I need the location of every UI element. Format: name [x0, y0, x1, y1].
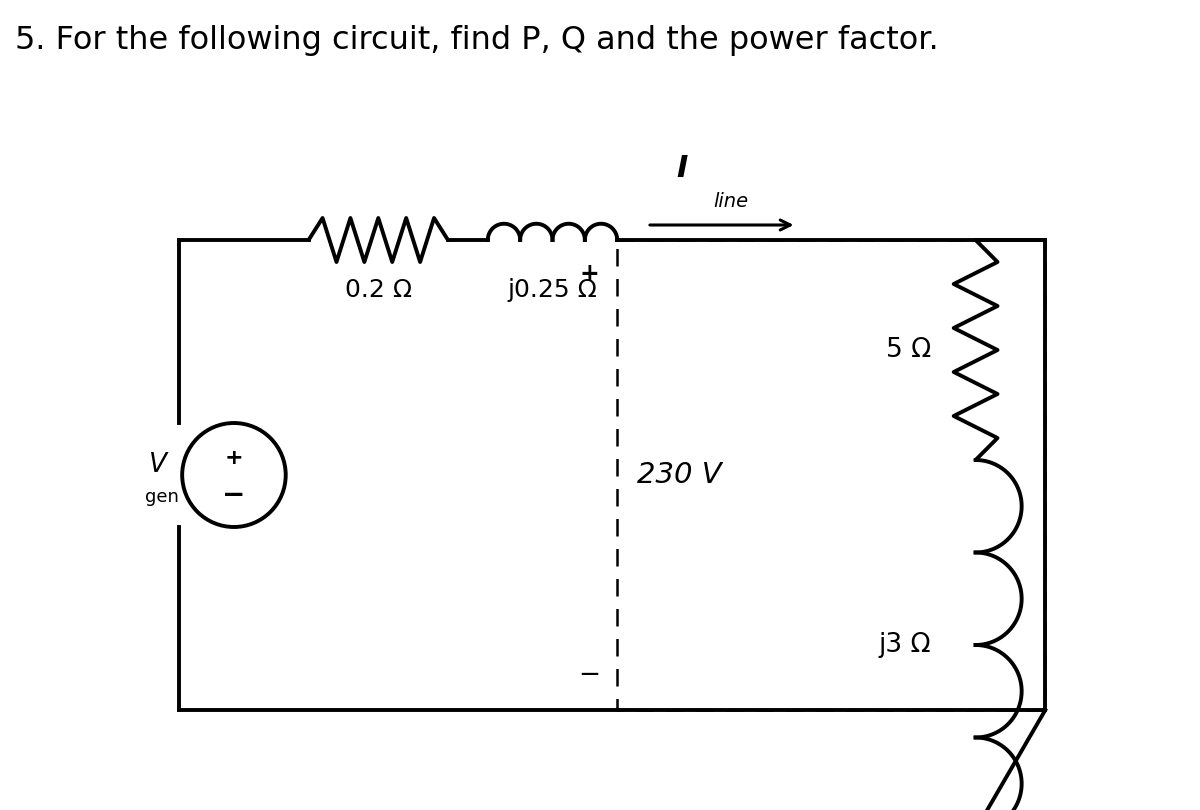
Text: I: I: [677, 154, 688, 183]
Text: 0.2 Ω: 0.2 Ω: [344, 278, 412, 302]
Text: 230 V: 230 V: [637, 461, 721, 489]
Text: +: +: [224, 448, 244, 468]
Text: line: line: [714, 192, 749, 211]
Text: j3 Ω: j3 Ω: [878, 632, 931, 658]
Text: j0.25 Ω: j0.25 Ω: [508, 278, 598, 302]
Text: −: −: [578, 662, 600, 688]
Text: −: −: [222, 481, 246, 509]
Text: 5. For the following circuit, find P, Q and the power factor.: 5. For the following circuit, find P, Q …: [14, 25, 938, 56]
Text: V: V: [149, 452, 167, 478]
Text: 5 Ω: 5 Ω: [886, 337, 931, 363]
Text: +: +: [580, 262, 599, 286]
Text: gen: gen: [145, 488, 179, 506]
